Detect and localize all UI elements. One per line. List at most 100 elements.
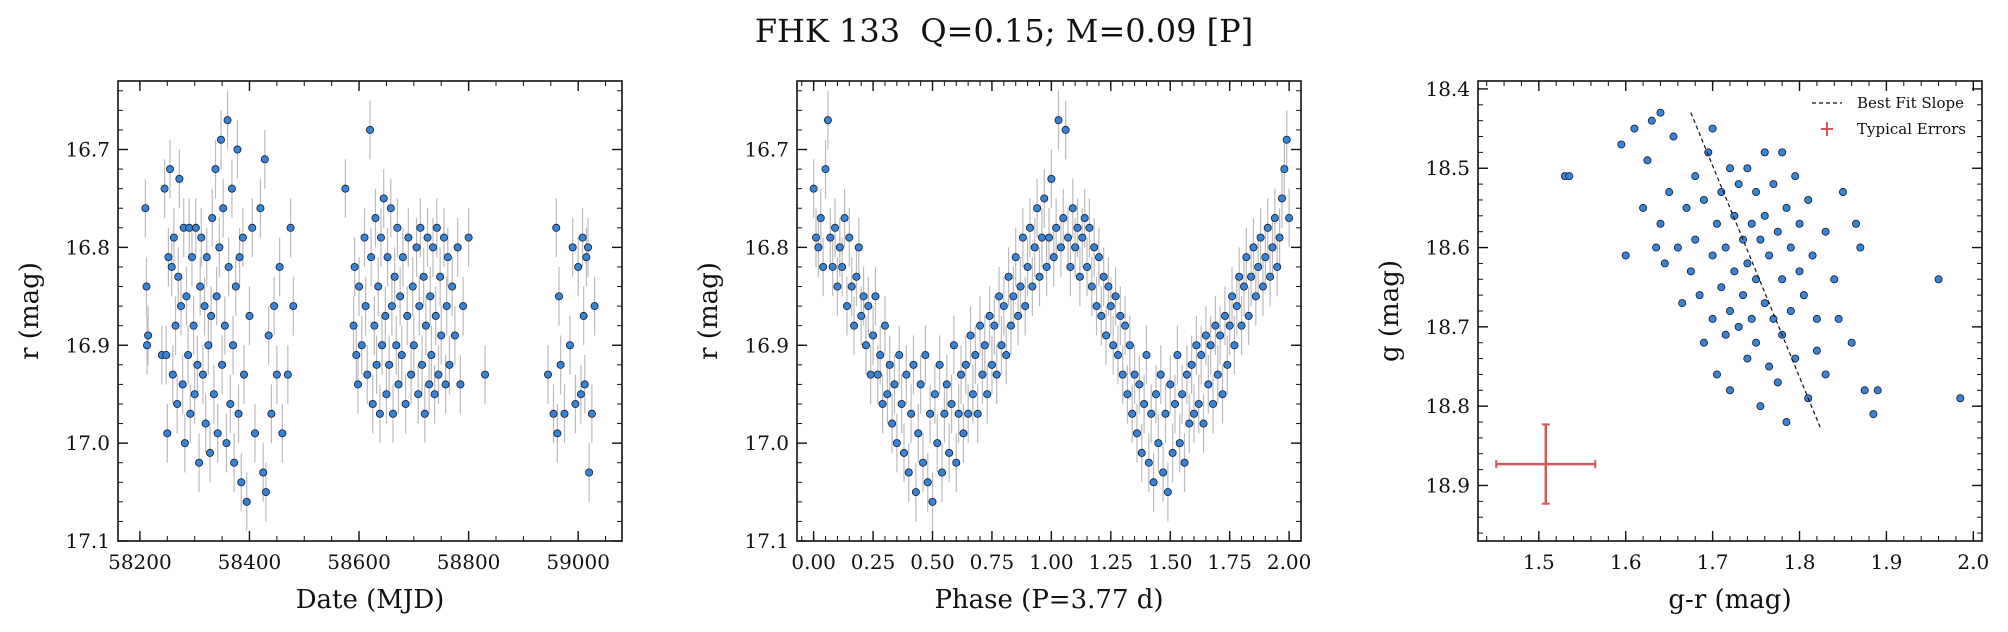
- data-point: [393, 223, 402, 232]
- data-point: [1726, 164, 1735, 173]
- data-point: [374, 282, 383, 291]
- data-point: [382, 390, 391, 399]
- data-point: [909, 360, 918, 369]
- data-point: [976, 321, 985, 330]
- data-point: [213, 429, 222, 438]
- data-point: [1773, 378, 1782, 387]
- data-point: [419, 272, 428, 281]
- data-point: [1106, 302, 1115, 311]
- data-point: [1004, 272, 1013, 281]
- data-point: [1268, 243, 1277, 252]
- data-point: [928, 497, 937, 506]
- data-point: [971, 351, 980, 360]
- data-point: [992, 370, 1001, 379]
- data-point: [1804, 195, 1813, 204]
- data-point: [871, 292, 880, 301]
- data-point: [1256, 233, 1265, 242]
- data-point: [224, 262, 233, 271]
- data-point: [368, 399, 377, 408]
- x-tick-label: 58800: [437, 550, 501, 574]
- x-tick-label: 59000: [546, 550, 610, 574]
- x-tick-label: 1.5: [1523, 550, 1555, 574]
- data-point: [983, 390, 992, 399]
- data-point: [206, 448, 215, 457]
- data-point: [1734, 180, 1743, 189]
- data-point: [439, 233, 448, 242]
- data-point: [995, 292, 1004, 301]
- data-point: [278, 429, 287, 438]
- data-point: [826, 233, 835, 242]
- data-point: [942, 380, 951, 389]
- data-point: [423, 233, 432, 242]
- data-point: [1159, 468, 1168, 477]
- data-point: [204, 341, 213, 350]
- data-point: [1011, 253, 1020, 262]
- x-tick-label: 0.75: [970, 550, 1015, 574]
- data-point: [200, 302, 209, 311]
- data-point: [1856, 243, 1865, 252]
- data-point: [816, 214, 825, 223]
- data-point: [178, 380, 187, 389]
- data-point: [1085, 223, 1094, 232]
- data-point: [1061, 125, 1070, 134]
- data-point: [1804, 394, 1813, 403]
- data-point: [141, 204, 150, 213]
- data-point: [857, 311, 866, 320]
- data-point: [182, 292, 191, 301]
- typical-errors-marker: [1495, 423, 1597, 505]
- data-point: [371, 214, 380, 223]
- data-point: [448, 282, 457, 291]
- data-point: [1066, 262, 1075, 271]
- data-point: [1094, 253, 1103, 262]
- data-point: [387, 302, 396, 311]
- data-point: [427, 351, 436, 360]
- data-point: [414, 390, 423, 399]
- data-point: [1730, 211, 1739, 220]
- data-point: [1223, 360, 1232, 369]
- best-fit-line: [1690, 112, 1822, 431]
- data-point: [219, 204, 228, 213]
- data-point: [143, 341, 152, 350]
- data-point: [1838, 188, 1847, 197]
- lightcurve-x-axis: 58200 58400 58600 58800 59000: [108, 81, 610, 574]
- data-point: [168, 370, 177, 379]
- data-point: [397, 351, 406, 360]
- data-point: [1097, 311, 1106, 320]
- data-point: [869, 331, 878, 340]
- data-point: [421, 321, 430, 330]
- data-point: [434, 370, 443, 379]
- data-point: [838, 262, 847, 271]
- data-point: [916, 380, 925, 389]
- data-point: [218, 360, 227, 369]
- data-point: [267, 409, 276, 418]
- data-point: [396, 292, 405, 301]
- data-point: [367, 253, 376, 262]
- x-tick-label: 1.8: [1784, 550, 1816, 574]
- data-point: [256, 204, 265, 213]
- data-point: [1102, 331, 1111, 340]
- data-point: [166, 165, 175, 174]
- data-point: [164, 253, 173, 262]
- data-point: [560, 409, 569, 418]
- data-point: [921, 351, 930, 360]
- data-point: [580, 380, 589, 389]
- data-point: [861, 341, 870, 350]
- data-point: [1686, 267, 1695, 276]
- y-tick-label: 16.7: [65, 138, 110, 162]
- color_magnitude-x-axis-label: g-r (mag): [1668, 585, 1791, 615]
- data-point: [1258, 282, 1267, 291]
- data-point: [831, 223, 840, 232]
- lightcurve-y-axis: 16.7 16.8 16.9 17.0 17.1: [65, 90, 622, 553]
- data-point: [1691, 235, 1700, 244]
- data-point: [954, 409, 963, 418]
- data-point: [1209, 399, 1218, 408]
- data-point: [215, 243, 224, 252]
- data-point: [1643, 156, 1652, 165]
- data-point: [453, 243, 462, 252]
- data-point: [1756, 235, 1765, 244]
- y-tick-label: 17.1: [744, 529, 789, 553]
- data-point: [968, 390, 977, 399]
- data-point: [1812, 346, 1821, 355]
- data-point: [1128, 409, 1137, 418]
- data-point: [1708, 124, 1717, 133]
